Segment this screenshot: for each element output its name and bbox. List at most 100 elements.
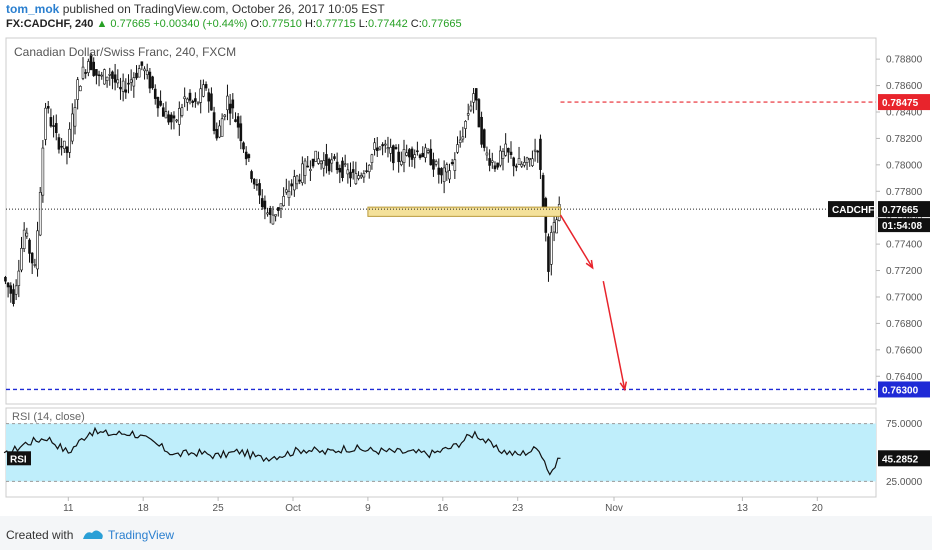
- candle-body: [121, 80, 125, 92]
- y-tick-label: 0.78800: [886, 55, 923, 66]
- projection-arrow-1[interactable]: [559, 214, 594, 269]
- resistance-label-box: [878, 94, 930, 111]
- candle-body: [178, 108, 181, 125]
- candle-body: [456, 144, 459, 153]
- candle-body: [17, 270, 21, 286]
- candle-body: [172, 115, 176, 119]
- candle-body: [46, 106, 50, 109]
- candle-body: [351, 169, 355, 173]
- candle-body: [199, 88, 203, 103]
- support-zone[interactable]: [367, 206, 561, 217]
- y-tick-label: 0.76400: [886, 372, 923, 383]
- candle-body: [215, 128, 219, 139]
- candle-body: [309, 168, 312, 171]
- candle-body: [169, 114, 173, 123]
- candle-body: [421, 152, 425, 158]
- candle-body: [124, 89, 128, 93]
- candle-body: [330, 159, 334, 164]
- candle-body: [453, 159, 457, 171]
- candle-body: [362, 173, 366, 178]
- y-tick-label: 0.78000: [886, 160, 923, 171]
- candle-body: [480, 116, 483, 145]
- last-price: 0.77665: [110, 18, 151, 30]
- candle-body: [276, 207, 280, 211]
- candle-body: [255, 184, 259, 186]
- y-tick-label: 0.76600: [886, 345, 923, 356]
- tradingview-link[interactable]: TradingView: [108, 528, 175, 542]
- candle-body: [539, 138, 542, 170]
- rsi-series-box: [7, 451, 31, 466]
- candle-body: [327, 158, 331, 172]
- candle-body: [359, 175, 363, 178]
- candle-body: [44, 107, 47, 140]
- candle-body: [303, 160, 307, 176]
- candle-body: [4, 277, 7, 282]
- candle-body: [413, 154, 417, 158]
- rsi-series-label: RSI: [10, 454, 27, 465]
- candle-body: [450, 162, 454, 165]
- candle-body: [97, 74, 101, 77]
- rsi-tick-label: 25.0000: [886, 477, 923, 488]
- candle-body: [191, 100, 194, 103]
- candle-body: [260, 198, 264, 208]
- candle-body: [239, 123, 243, 142]
- x-tick-label: Nov: [605, 503, 623, 514]
- candle-body: [533, 149, 537, 152]
- candle-body: [375, 147, 379, 151]
- rsi-value-box: [878, 450, 930, 467]
- candle-body: [365, 170, 368, 172]
- projection-arrow-2-head: [619, 381, 628, 392]
- candle-body: [268, 208, 272, 215]
- candle-body: [496, 162, 499, 168]
- x-tick-label: 23: [512, 503, 524, 514]
- candle-body: [180, 107, 184, 116]
- candle-body: [343, 163, 347, 166]
- candle-body: [432, 159, 435, 170]
- candle-body: [84, 72, 87, 74]
- candle-body: [12, 289, 15, 304]
- candle-body: [426, 150, 430, 153]
- candle-body: [212, 112, 216, 131]
- candle-body: [512, 157, 515, 167]
- up-arrow-icon: ▲: [96, 18, 108, 30]
- candle-body: [549, 232, 553, 265]
- candle-body: [164, 111, 168, 119]
- y-tick-label: 0.77800: [886, 187, 923, 198]
- candle-body: [515, 165, 518, 168]
- candle-body: [258, 183, 261, 196]
- y-tick-label: 0.78200: [886, 134, 923, 145]
- candle-body: [517, 158, 521, 165]
- open-value: 0.77510: [262, 18, 302, 30]
- price-chart[interactable]: 0.78800 0.78600 0.78400 0.78200 0.78000 0.778…: [0, 36, 932, 516]
- projection-arrow-2[interactable]: [602, 280, 626, 390]
- candle-body: [68, 128, 71, 153]
- current-label-box: [878, 201, 930, 218]
- candle-body: [485, 152, 489, 156]
- candle-body: [151, 76, 154, 89]
- x-tick-label: 11: [63, 503, 74, 514]
- price-change: +0.00340 (+0.44%): [153, 18, 248, 30]
- candle-body: [469, 105, 473, 111]
- candle-body: [477, 99, 481, 128]
- candle-body: [116, 79, 120, 84]
- candle-body: [341, 160, 344, 178]
- candle-body: [103, 69, 106, 85]
- candle-body: [354, 173, 358, 184]
- candle-body: [204, 84, 208, 89]
- candle-body: [135, 72, 138, 79]
- current-label-text: 0.77665: [882, 205, 919, 216]
- candle-body: [263, 200, 267, 210]
- candle-body: [38, 192, 42, 236]
- candle-body: [236, 116, 240, 128]
- candle-body: [54, 123, 58, 134]
- author-link[interactable]: tom_mok: [6, 2, 60, 16]
- candle-body: [437, 167, 441, 175]
- candle-body: [499, 150, 502, 166]
- candle-body: [119, 86, 122, 90]
- projection-arrow-1-head: [585, 259, 594, 270]
- candle-body: [405, 152, 408, 156]
- candle-body: [148, 71, 152, 89]
- candle-body: [250, 171, 253, 180]
- candle-body: [188, 92, 192, 101]
- candle-body: [349, 171, 352, 179]
